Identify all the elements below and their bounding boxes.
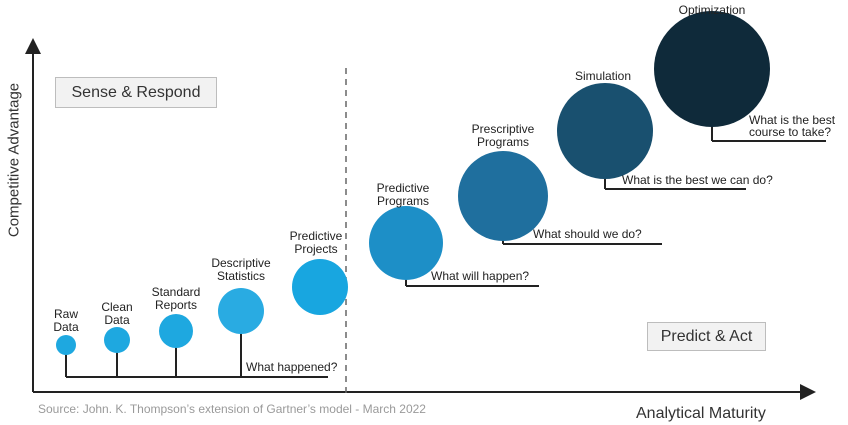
stage-title: Optimization <box>679 3 746 17</box>
stage-title: Predictive <box>290 229 343 243</box>
stage-title: Predictive <box>377 181 430 195</box>
stage-question: What is the best we can do? <box>622 173 773 187</box>
stage-title: Programs <box>377 194 429 208</box>
source-note: Source: John. K. Thompson’s extension of… <box>38 402 426 416</box>
stage-bubble <box>292 259 348 315</box>
predict-act-box: Predict & Act <box>647 322 766 351</box>
stage-title: Descriptive <box>211 256 271 270</box>
stage-title: Statistics <box>217 269 265 283</box>
stage-title: Reports <box>155 298 197 312</box>
stage-question: What will happen? <box>431 269 529 283</box>
stage-bubble <box>218 288 264 334</box>
stage-bubble <box>654 11 770 127</box>
stage-title: Data <box>53 320 79 334</box>
stage-bubble <box>458 151 548 241</box>
predict-act-label: Predict & Act <box>660 327 753 345</box>
baseline-question: What happened? <box>246 360 338 374</box>
stage-bubble <box>369 206 443 280</box>
stage-layer: RawDataCleanDataStandardReportsDescripti… <box>53 3 836 377</box>
sense-respond-label: Sense & Respond <box>71 83 201 101</box>
stage-question: course to take? <box>749 125 831 139</box>
stage-title: Raw <box>54 307 78 321</box>
stage-bubble <box>56 335 76 355</box>
stage-title: Standard <box>152 285 201 299</box>
stage-title: Programs <box>477 135 529 149</box>
stage-title: Projects <box>294 242 337 256</box>
x-axis-label: Analytical Maturity <box>636 405 766 422</box>
stage-question: What is the best <box>749 113 836 127</box>
stage-bubble <box>104 327 130 353</box>
stage-bubble <box>159 314 193 348</box>
stage-question: What should we do? <box>533 227 642 241</box>
sense-respond-box: Sense & Respond <box>55 77 217 108</box>
stage-title: Simulation <box>575 69 631 83</box>
stage-title: Data <box>104 313 130 327</box>
stage-title: Prescriptive <box>472 122 535 136</box>
y-axis-label: Competitive Advantage <box>5 82 23 238</box>
stage-title: Clean <box>101 300 132 314</box>
stage-bubble <box>557 83 653 179</box>
